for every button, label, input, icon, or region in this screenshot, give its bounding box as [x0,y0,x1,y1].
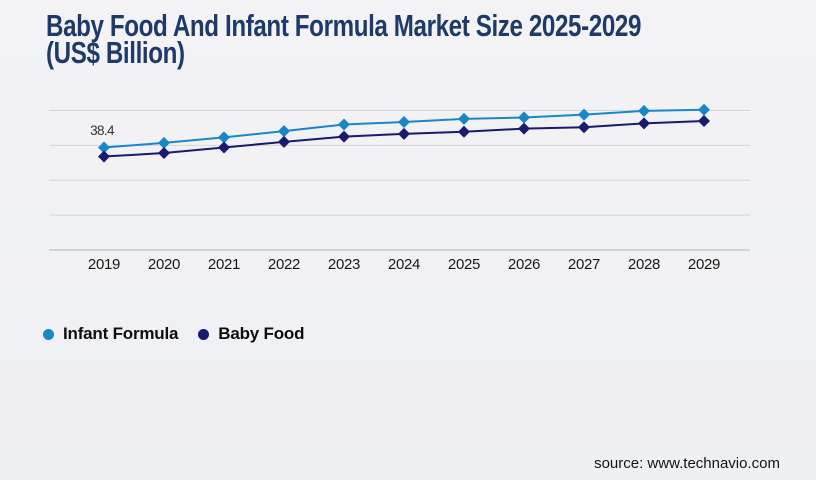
data-point-baby-food [278,135,290,148]
x-axis-label: 2020 [147,256,181,273]
data-point-infant-formula [638,104,650,117]
legend-marker-infant-formula [43,328,54,340]
first-point-value-label: 38.4 [90,123,114,139]
legend-marker-baby-food [198,328,210,340]
data-point-baby-food [638,117,650,130]
x-axis-label: 2029 [687,256,721,273]
x-axis-label: 2024 [387,256,421,273]
source-attribution: source: www.technavio.com [594,455,780,472]
data-point-baby-food [158,147,170,160]
gridlines [49,110,750,251]
chart-title-line1: Baby Food And Infant Formula Market Size… [46,8,642,43]
data-point-infant-formula [458,112,470,125]
legend-item-baby-food[interactable]: Baby Food [198,324,304,344]
data-point-infant-formula [578,108,590,121]
data-point-infant-formula [98,141,110,154]
x-axis-label: 2028 [627,256,661,273]
data-point-baby-food [98,150,110,163]
data-point-infant-formula [158,136,170,149]
data-point-baby-food [518,122,530,135]
legend-label-baby-food: Baby Food [218,324,305,343]
data-point-infant-formula [698,103,710,116]
data-point-infant-formula [278,125,290,138]
x-axis-label: 2023 [327,256,361,273]
x-axis-label: 2021 [207,256,241,273]
x-axis-label: 2022 [267,256,301,273]
data-point-infant-formula [518,111,530,124]
data-point-infant-formula [398,116,410,129]
chart-title: Baby Food And Infant Formula Market Size… [46,8,642,70]
x-axis-label: 2019 [87,256,121,273]
data-point-baby-food [398,127,410,140]
data-point-baby-food [578,121,590,134]
chart-title-line2: (US$ Billion) [46,35,185,70]
data-point-baby-food [338,130,350,143]
x-axis-label: 2027 [567,256,601,273]
legend-item-infant-formula[interactable]: Infant Formula [43,324,178,344]
x-axis-label: 2026 [507,256,541,273]
legend-label-infant-formula: Infant Formula [63,324,179,343]
data-point-baby-food [218,141,230,154]
legend: Infant Formula Baby Food [43,324,304,344]
series-infant-formula [98,103,710,154]
series-baby-food [98,114,710,163]
data-point-infant-formula [218,131,230,144]
data-point-baby-food [458,125,470,138]
data-point-baby-food [698,114,710,127]
x-axis-label: 2025 [447,256,481,273]
data-point-infant-formula [338,118,350,131]
